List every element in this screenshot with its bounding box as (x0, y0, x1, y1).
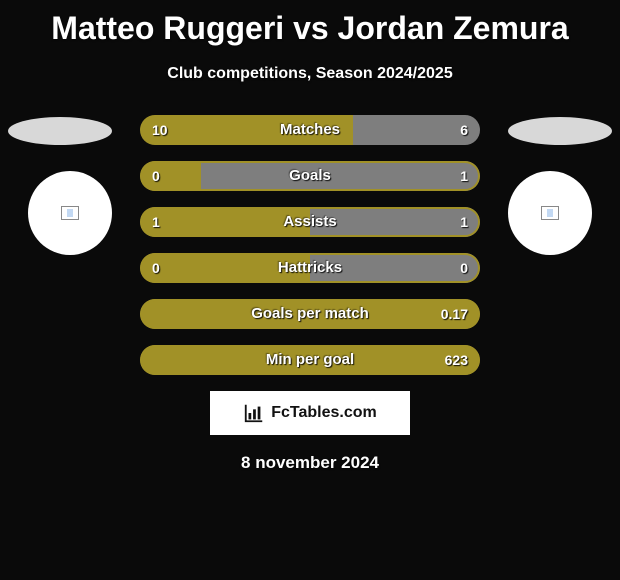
stat-row: Min per goal623 (140, 345, 480, 375)
subtitle: Club competitions, Season 2024/2025 (0, 65, 620, 83)
bar-value-right: 0.17 (441, 299, 468, 329)
bar-label: Goals (140, 161, 480, 191)
date-label: 8 november 2024 (0, 453, 620, 473)
bar-label: Goals per match (140, 299, 480, 329)
flag-icon (61, 206, 79, 220)
comparison-panel: Matches106Goals01Assists11Hattricks00Goa… (0, 115, 620, 375)
bar-value-left: 10 (152, 115, 168, 145)
flag-icon (541, 206, 559, 220)
stat-row: Matches10 6 (140, 115, 480, 145)
stat-row: Hattricks0 0 (140, 253, 480, 283)
logo-text: FcTables.com (271, 404, 377, 422)
bar-value-right: 6 (460, 115, 468, 145)
bar-value-left: 1 (152, 207, 160, 237)
player-right-ellipse (508, 117, 612, 145)
bar-value-right: 623 (445, 345, 468, 375)
stat-row: Assists1 1 (140, 207, 480, 237)
bar-value-left: 0 (152, 253, 160, 283)
bar-label: Assists (140, 207, 480, 237)
player-right-badge (508, 171, 592, 255)
player-left-badge (28, 171, 112, 255)
player-left-ellipse (8, 117, 112, 145)
bar-label: Min per goal (140, 345, 480, 375)
stat-row: Goals per match0.17 (140, 299, 480, 329)
bar-value-right: 1 (460, 161, 468, 191)
chart-icon (243, 402, 265, 424)
logo-box: FcTables.com (210, 391, 410, 435)
stat-row: Goals0 1 (140, 161, 480, 191)
stats-bars: Matches106Goals01Assists11Hattricks00Goa… (140, 115, 480, 375)
bar-value-left: 0 (152, 161, 160, 191)
bar-value-right: 0 (460, 253, 468, 283)
page-title: Matteo Ruggeri vs Jordan Zemura (0, 0, 620, 47)
bar-label: Matches (140, 115, 480, 145)
bar-value-right: 1 (460, 207, 468, 237)
bar-label: Hattricks (140, 253, 480, 283)
